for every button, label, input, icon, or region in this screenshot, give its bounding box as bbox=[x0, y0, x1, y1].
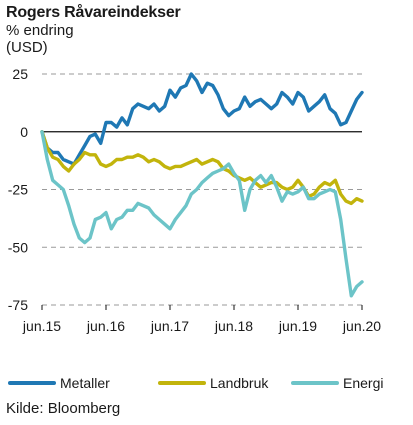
x-tick-label: jun.16 bbox=[86, 318, 125, 334]
chart-subtitle: % endring (USD) bbox=[6, 22, 74, 56]
y-tick-label: -50 bbox=[8, 239, 28, 255]
y-tick-label: -25 bbox=[8, 182, 28, 198]
y-tick-label: 25 bbox=[12, 66, 28, 82]
chart-title: Rogers Råvareindekser bbox=[6, 4, 181, 21]
y-tick-label: 0 bbox=[20, 124, 28, 140]
series-line-energi bbox=[40, 130, 364, 298]
legend-label-landbruk: Landbruk bbox=[210, 375, 269, 391]
legend-label-metaller: Metaller bbox=[60, 375, 110, 391]
series-line-metaller bbox=[40, 72, 364, 166]
subtitle-line-currency: (USD) bbox=[6, 39, 48, 56]
x-axis-ticks: jun.15 jun.16 jun.17 jun.18 jun.19 jun.20 bbox=[22, 305, 381, 334]
y-axis-ticks: 25 0 -25 -50 -75 bbox=[8, 66, 28, 313]
x-tick-label: jun.20 bbox=[342, 318, 381, 334]
gridlines bbox=[42, 73, 362, 306]
source-note: Kilde: Bloomberg bbox=[6, 400, 121, 417]
subtitle-line-unit: % endring bbox=[6, 22, 74, 39]
series-lines bbox=[40, 72, 364, 298]
x-tick-label: jun.19 bbox=[278, 318, 317, 334]
legend-label-energi: Energi bbox=[343, 375, 383, 391]
x-tick-label: jun.17 bbox=[150, 318, 189, 334]
x-tick-label: jun.18 bbox=[214, 318, 253, 334]
line-chart: 250-25-50-75 jun.15 jun.16 jun.17 jun.18 jun… bbox=[8, 66, 384, 391]
y-tick-label: -75 bbox=[8, 297, 28, 313]
legend: Metaller Landbruk Energi bbox=[8, 375, 383, 391]
x-tick-label: jun.15 bbox=[22, 318, 61, 334]
series-line-landbruk bbox=[40, 130, 364, 206]
